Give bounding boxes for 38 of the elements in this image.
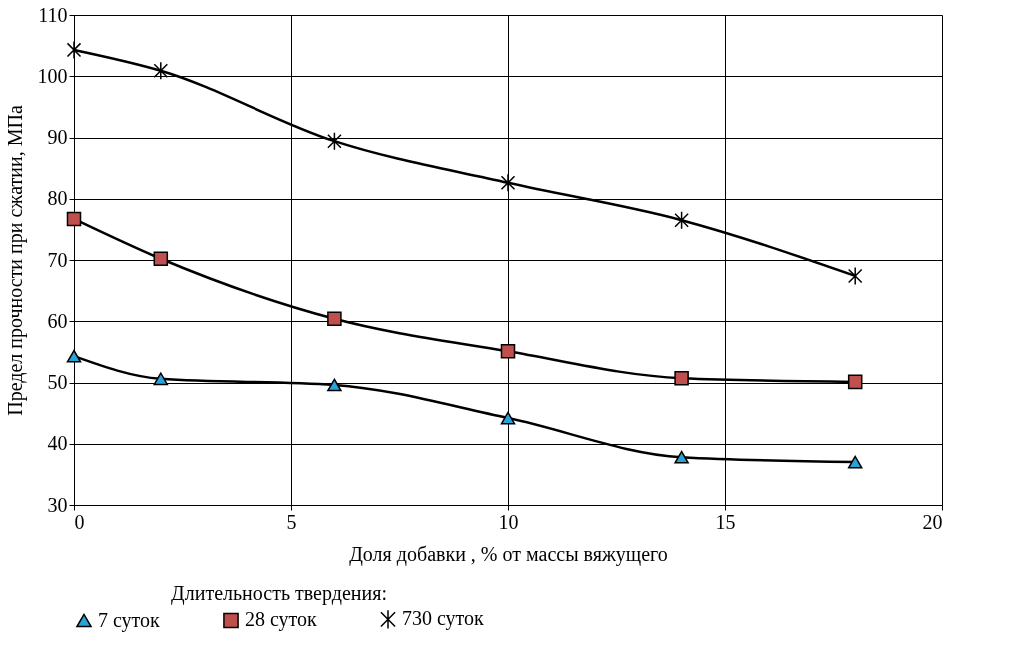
- point: [674, 370, 689, 386]
- point: [153, 61, 169, 80]
- y-tick-label: 30: [47, 493, 68, 516]
- y-tick-label: 40: [47, 432, 68, 455]
- y-tick-label: 70: [47, 248, 68, 271]
- x-tick-label: 15: [715, 510, 736, 533]
- y-tick-label: 60: [47, 309, 68, 332]
- point: [500, 343, 516, 359]
- point: [327, 131, 342, 151]
- point: [500, 411, 516, 425]
- point: [66, 349, 82, 363]
- y-tick-label: 100: [37, 64, 68, 87]
- x-tick-label: 5: [286, 510, 297, 533]
- y-tick-label: 50: [47, 371, 68, 393]
- point: [66, 211, 82, 227]
- x-tick-label: 0: [74, 510, 85, 533]
- point: [500, 173, 516, 193]
- legend-label: 730 суток: [402, 607, 485, 631]
- point: [153, 372, 169, 386]
- point: [847, 266, 863, 286]
- y-tick-label: 110: [38, 3, 68, 26]
- y-tick-label: 80: [47, 187, 68, 210]
- point: [847, 455, 863, 469]
- legend-title: Длительность твердения:: [171, 582, 387, 605]
- point: [153, 251, 169, 267]
- y-tick-label: 90: [47, 126, 68, 148]
- x-tick-label: 20: [922, 510, 943, 533]
- point: [847, 374, 863, 390]
- point: [674, 210, 689, 230]
- y-axis-title: Предел прочности при сжатии, МПа: [3, 105, 27, 416]
- point: [327, 378, 342, 392]
- x-axis-title: Доля добавки , % от массы вяжущего: [349, 542, 668, 566]
- point: [674, 450, 689, 464]
- legend-label: 7 суток: [98, 608, 161, 632]
- point: [327, 311, 342, 327]
- x-tick-label: 10: [498, 510, 519, 533]
- legend-label: 28 суток: [245, 608, 318, 632]
- point: [66, 40, 82, 60]
